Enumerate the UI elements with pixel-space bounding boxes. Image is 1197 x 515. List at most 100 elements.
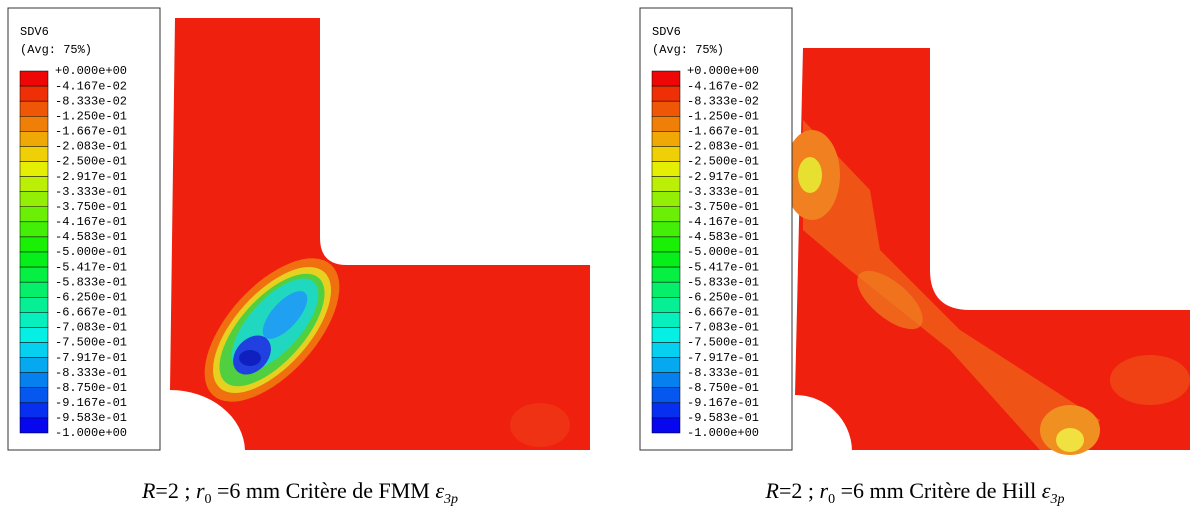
color-swatch: [651, 191, 681, 208]
color-swatch: [19, 402, 49, 419]
caption-r: R: [141, 478, 156, 503]
legend-label: -2.917e-01: [55, 170, 127, 184]
color-swatch: [651, 85, 681, 102]
color-swatch: [651, 342, 681, 358]
color-swatch: [651, 116, 681, 132]
legend-label: -9.583e-01: [55, 411, 127, 425]
color-swatch: [651, 131, 681, 147]
color-swatch: [651, 417, 681, 434]
color-swatch: [651, 281, 681, 298]
caption-eq: =2 ;: [155, 478, 196, 503]
caption-r0-sub: 0: [205, 492, 212, 507]
legend-label: -8.333e-02: [55, 94, 127, 108]
legend-title: SDV6: [652, 25, 681, 39]
color-swatch: [651, 357, 681, 373]
legend-label: -1.000e+00: [687, 426, 759, 440]
legend-label: -7.917e-01: [687, 351, 759, 365]
color-swatch: [651, 312, 681, 328]
legend-label: -6.667e-01: [55, 306, 127, 320]
color-swatch: [651, 100, 681, 117]
color-swatch: [19, 70, 49, 87]
color-swatch: [651, 402, 681, 419]
legend-label: -4.167e-01: [55, 215, 127, 229]
legend-subtitle: (Avg: 75%): [20, 43, 92, 57]
legend-label: -4.583e-01: [55, 230, 127, 244]
legend-label: -4.167e-02: [55, 79, 127, 93]
color-swatch: [19, 387, 49, 404]
legend-label: -3.333e-01: [55, 185, 127, 199]
caption-r0-sub: 0: [828, 492, 835, 507]
color-swatch: [651, 161, 681, 177]
color-swatch: [19, 221, 49, 238]
legend-label: -2.917e-01: [687, 170, 759, 184]
color-swatch: [19, 146, 49, 162]
color-swatch: [19, 191, 49, 208]
legend-label: -3.750e-01: [55, 200, 127, 214]
caption-eps: ε: [435, 478, 444, 503]
caption-eps-sub: 3p: [1049, 492, 1064, 507]
color-swatch: [19, 342, 49, 358]
legend-label: -2.500e-01: [687, 155, 759, 169]
color-swatch: [19, 312, 49, 328]
legend-label: -8.750e-01: [687, 381, 759, 395]
color-swatch: [19, 116, 49, 132]
color-swatch: [19, 85, 49, 102]
color-swatch: [651, 176, 681, 192]
legend-label: -5.833e-01: [687, 275, 759, 289]
legend-label: -2.083e-01: [687, 140, 759, 154]
legend-title: SDV6: [20, 25, 49, 39]
legend-label: -9.167e-01: [55, 396, 127, 410]
color-swatch: [651, 266, 681, 283]
color-swatch: [19, 161, 49, 177]
caption: R=2 ; r0 =6 mm Critère de FMM ε3p: [141, 478, 458, 507]
legend-label: -3.750e-01: [687, 200, 759, 214]
color-swatch: [651, 327, 681, 343]
legend-label: -7.500e-01: [687, 336, 759, 350]
legend-label: -1.250e-01: [55, 109, 127, 123]
contour-plot-hill: [784, 48, 1190, 455]
legend-label: -5.000e-01: [55, 245, 127, 259]
legend-label: -4.167e-01: [687, 215, 759, 229]
legend-label: -5.417e-01: [55, 260, 127, 274]
legend-label: -5.833e-01: [55, 275, 127, 289]
color-swatch: [651, 146, 681, 162]
color-swatch: [19, 100, 49, 117]
legend-label: -5.417e-01: [687, 260, 759, 274]
color-swatch: [19, 251, 49, 268]
color-swatch: [19, 372, 49, 388]
caption-eps: ε: [1042, 478, 1051, 503]
legend-label: -6.667e-01: [687, 306, 759, 320]
legend: SDV6(Avg: 75%)+0.000e+00-4.167e-02-8.333…: [639, 7, 793, 451]
caption-r0: r: [820, 478, 829, 503]
legend-label: -8.333e-01: [687, 366, 759, 380]
legend-label: -7.083e-01: [687, 321, 759, 335]
legend-label: -4.583e-01: [687, 230, 759, 244]
legend-label: -1.667e-01: [687, 125, 759, 139]
legend-label: +0.000e+00: [55, 64, 127, 78]
color-swatch: [19, 281, 49, 298]
color-swatch: [651, 251, 681, 268]
caption-eq: =2 ;: [779, 478, 820, 503]
color-swatch: [651, 70, 681, 87]
legend-label: -3.333e-01: [687, 185, 759, 199]
color-swatch: [19, 297, 49, 313]
color-swatch: [19, 176, 49, 192]
legend-label: -7.917e-01: [55, 351, 127, 365]
caption: R=2 ; r0 =6 mm Critère de Hill ε3p: [765, 478, 1065, 507]
color-swatch: [651, 221, 681, 238]
legend-label: -4.167e-02: [687, 79, 759, 93]
color-swatch: [19, 236, 49, 253]
legend-label: -1.250e-01: [687, 109, 759, 123]
legend-label: -5.000e-01: [687, 245, 759, 259]
color-swatch: [651, 372, 681, 388]
legend-label: -2.500e-01: [55, 155, 127, 169]
legend: SDV6 (Avg: 75%) +0.000e+00-4.167e-02-8.333…: [7, 7, 161, 451]
color-swatch: [19, 357, 49, 373]
color-swatch: [651, 236, 681, 253]
legend-label: +0.000e+00: [687, 64, 759, 78]
color-swatch: [651, 297, 681, 313]
color-swatch: [19, 417, 49, 434]
color-swatch: [19, 266, 49, 283]
legend-label: -6.250e-01: [687, 290, 759, 304]
